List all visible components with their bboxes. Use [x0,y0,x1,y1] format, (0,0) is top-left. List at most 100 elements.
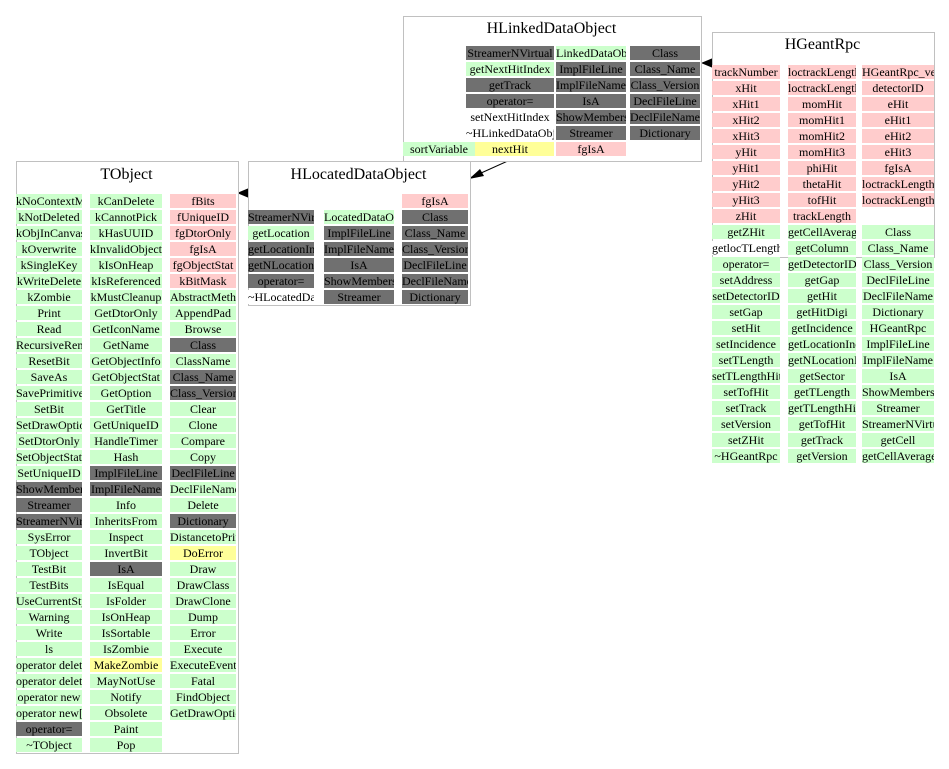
member-tobject-col2-31[interactable]: Notify [90,690,162,704]
member-tobject-col2-17[interactable]: ImplFileLine [90,466,162,480]
member-tobject-col1-9[interactable]: RecursiveRemove [16,338,82,352]
member-tobject-col2-1[interactable]: kCannotPick [90,210,162,224]
member-hgeant-col3-13[interactable]: DeclFileLine [862,273,934,287]
member-tobject-col1-34[interactable]: ~TObject [16,738,82,752]
member-hgeant-col2-19[interactable]: getSector [788,369,856,383]
member-tobject-col2-0[interactable]: kCanDelete [90,194,162,208]
member-hgeant-col1-20[interactable]: setTofHit [712,385,780,399]
member-tobject-col3-11[interactable]: Class_Name [170,370,236,384]
member-tobject-col3-10[interactable]: ClassName [170,354,236,368]
member-tobject-col1-18[interactable]: ShowMembers [16,482,82,496]
member-tobject-col3-24[interactable]: DrawClass [170,578,236,592]
member-hlinked-col2-1[interactable]: ImplFileLine [556,62,626,76]
member-tobject-col1-17[interactable]: SetUniqueID [16,466,82,480]
member-hgeant-col3-21[interactable]: Streamer [862,401,934,415]
member-hgeant-col3-2[interactable]: eHit [862,97,934,111]
member-hgeant-col1-4[interactable]: xHit3 [712,129,780,143]
member-tobject-col2-29[interactable]: MakeZombie [90,658,162,672]
member-tobject-col2-15[interactable]: HandleTimer [90,434,162,448]
member-hgeant-col1-22[interactable]: setVersion [712,417,780,431]
member-hgeant-col3-0[interactable]: HGeantRpc_version [862,65,934,79]
member-tobject-col3-20[interactable]: Dictionary [170,514,236,528]
member-tobject-col2-16[interactable]: Hash [90,450,162,464]
member-tobject-col3-9[interactable]: Class [170,338,236,352]
member-hlocated-col2-0[interactable]: LocatedDataObject [324,210,394,224]
member-hgeant-col1-1[interactable]: xHit [712,81,780,95]
member-tobject-col3-16[interactable]: Copy [170,450,236,464]
member-hgeant-col3-15[interactable]: Dictionary [862,305,934,319]
member-tobject-col1-1[interactable]: kNotDeleted [16,210,82,224]
member-hlocated-col1-5[interactable]: ~HLocatedDataObject [248,290,314,304]
member-hlocated-col1-2[interactable]: getLocationIndex [248,242,314,256]
member-hlinked-col2-0[interactable]: LinkedDataObject [556,46,626,60]
member-hgeant-col1-19[interactable]: setTLengthHit [712,369,780,383]
member-tobject-col3-28[interactable]: Execute [170,642,236,656]
member-hgeant-col2-11[interactable]: getColumn [788,241,856,255]
member-hgeant-col3-19[interactable]: IsA [862,369,934,383]
member-tobject-col1-16[interactable]: SetObjectStat [16,450,82,464]
member-hlocated-col3-4[interactable]: DeclFileLine [402,258,468,272]
member-tobject-col2-19[interactable]: Info [90,498,162,512]
member-hgeant-col1-3[interactable]: xHit2 [712,113,780,127]
member-tobject-col1-29[interactable]: operator delete [16,658,82,672]
member-hgeant-col1-11[interactable]: getlocTLengthGap [712,241,780,255]
member-hgeant-col3-24[interactable]: getCellAverage [862,449,934,463]
member-tobject-col2-10[interactable]: GetObjectInfo [90,354,162,368]
member-hlinked-col1-0[interactable]: StreamerNVirtual [466,46,554,60]
member-hlinked-col1-1[interactable]: getNextHitIndex [466,62,554,76]
member-hlocated-col2-5[interactable]: Streamer [324,290,394,304]
member-tobject-col2-12[interactable]: GetOption [90,386,162,400]
member-tobject-col2-34[interactable]: Pop [90,738,162,752]
member-tobject-col2-14[interactable]: GetUniqueID [90,418,162,432]
member-tobject-col1-15[interactable]: SetDtorOnly [16,434,82,448]
member-tobject-col2-22[interactable]: InvertBit [90,546,162,560]
member-hgeant-col2-15[interactable]: getHitDigi [788,305,856,319]
member-tobject-col3-3[interactable]: fgIsA [170,242,236,256]
member-hgeant-col2-24[interactable]: getVersion [788,449,856,463]
member-hlinked-col3-3[interactable]: DeclFileLine [630,94,700,108]
member-tobject-col2-32[interactable]: Obsolete [90,706,162,720]
member-hgeant-col1-6[interactable]: yHit1 [712,161,780,175]
member-hlinked-col1-2[interactable]: getTrack [466,78,554,92]
member-tobject-col2-26[interactable]: IsOnHeap [90,610,162,624]
member-hgeant-col2-4[interactable]: momHit2 [788,129,856,143]
member-hgeant-col1-16[interactable]: setHit [712,321,780,335]
member-hlinked-col2-6[interactable]: fgIsA [556,142,626,156]
member-hgeant-col2-10[interactable]: getCellAverageDigi [788,225,856,239]
member-hlocated-col2-1[interactable]: ImplFileLine [324,226,394,240]
member-hgeant-col2-23[interactable]: getTrack [788,433,856,447]
member-tobject-col3-15[interactable]: Compare [170,434,236,448]
member-sortvariable[interactable]: sortVariable [403,142,475,156]
member-hlocated-col3-0[interactable]: fgIsA [402,194,468,208]
member-hgeant-col3-18[interactable]: ImplFileName [862,353,934,367]
member-tobject-col1-21[interactable]: SysError [16,530,82,544]
member-tobject-col3-4[interactable]: fgObjectStat [170,258,236,272]
member-hgeant-col3-12[interactable]: Class_Version [862,257,934,271]
member-hgeant-col3-6[interactable]: fgIsA [862,161,934,175]
member-hgeant-col2-21[interactable]: getTLengthHit [788,401,856,415]
member-tobject-col3-22[interactable]: DoError [170,546,236,560]
member-tobject-col1-8[interactable]: Read [16,322,82,336]
member-hlinked-col3-1[interactable]: Class_Name [630,62,700,76]
member-hlinked-col3-2[interactable]: Class_Version [630,78,700,92]
member-tobject-col2-28[interactable]: IsZombie [90,642,162,656]
member-tobject-col3-23[interactable]: Draw [170,562,236,576]
member-hgeant-col3-23[interactable]: getCell [862,433,934,447]
member-hgeant-col3-16[interactable]: HGeantRpc [862,321,934,335]
member-hgeant-col1-21[interactable]: setTrack [712,401,780,415]
member-hgeant-col3-20[interactable]: ShowMembers [862,385,934,399]
member-hgeant-col3-3[interactable]: eHit1 [862,113,934,127]
member-hgeant-col2-1[interactable]: loctrackLength3 [788,81,856,95]
member-hlinked-col2-4[interactable]: ShowMembers [556,110,626,124]
member-tobject-col1-0[interactable]: kNoContextMenu [16,194,82,208]
member-tobject-col3-31[interactable]: FindObject [170,690,236,704]
member-tobject-col3-26[interactable]: Dump [170,610,236,624]
member-hgeant-col2-7[interactable]: thetaHit [788,177,856,191]
member-hlocated-col2-4[interactable]: ShowMembers [324,274,394,288]
member-tobject-col1-13[interactable]: SetBit [16,402,82,416]
member-hgeant-col1-18[interactable]: setTLength [712,353,780,367]
member-hgeant-col2-0[interactable]: loctrackLength2 [788,65,856,79]
member-tobject-col3-1[interactable]: fUniqueID [170,210,236,224]
member-tobject-col2-18[interactable]: ImplFileName [90,482,162,496]
member-hgeant-col1-10[interactable]: getZHit [712,225,780,239]
